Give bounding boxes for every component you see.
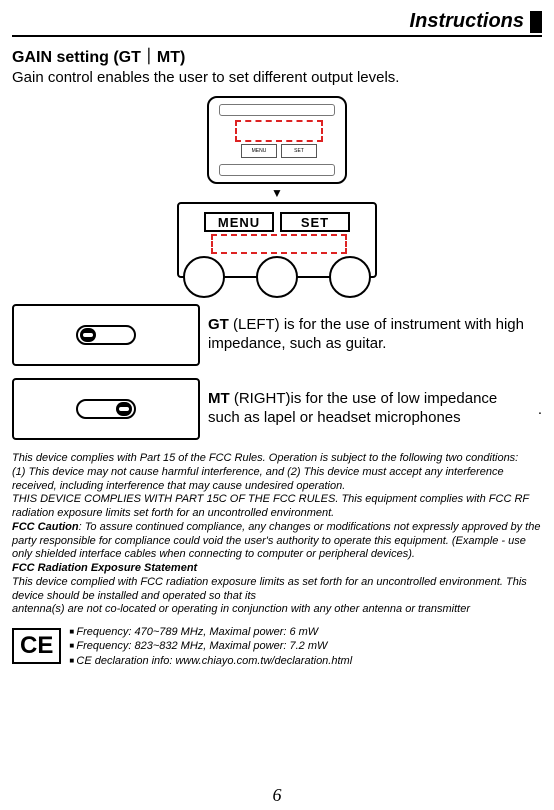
gt-label: GT bbox=[208, 316, 229, 333]
device-buttons: MENU SET bbox=[241, 144, 317, 158]
ce-line2: Frequency: 823~832 MHz, Maximal power: 7… bbox=[69, 639, 352, 653]
device-highlight bbox=[235, 120, 323, 142]
ce-line1: Frequency: 470~789 MHz, Maximal power: 6… bbox=[69, 625, 352, 639]
legal-block: This device complies with Part 15 of the… bbox=[12, 452, 542, 617]
legal-p2: (1) This device may not cause harmful in… bbox=[12, 466, 542, 494]
arc-mid bbox=[256, 256, 298, 298]
zoom-btn-set: SET bbox=[280, 212, 350, 232]
legal-caution-label: FCC Caution bbox=[12, 521, 79, 533]
device-diagram: MENU SET bbox=[207, 96, 347, 184]
gt-row: GT (LEFT) is for the use of instrument w… bbox=[12, 304, 542, 366]
page-header: Instructions bbox=[12, 10, 542, 37]
ce-badge: CE bbox=[12, 628, 61, 664]
zoom-diagram: MENU SET bbox=[177, 202, 377, 278]
mt-switch-diagram bbox=[12, 378, 200, 440]
arc-right bbox=[329, 256, 371, 298]
device-bottom-bar bbox=[219, 164, 335, 176]
legal-exposure-label: FCC Radiation Exposure Statement bbox=[12, 562, 542, 576]
legal-exposure-text: This device complied with FCC radiation … bbox=[12, 576, 542, 604]
gt-switch-diagram bbox=[12, 304, 200, 366]
header-tab bbox=[530, 11, 542, 33]
mt-trailing-dot: . bbox=[538, 401, 542, 418]
mt-row: MT (RIGHT)is for the use of low impedanc… bbox=[12, 378, 542, 440]
ce-row: CE Frequency: 470~789 MHz, Maximal power… bbox=[12, 625, 542, 668]
page-number: 6 bbox=[0, 785, 554, 806]
arrow-down-icon: ▼ bbox=[271, 186, 283, 200]
mt-text: (RIGHT)is for the use of low impedance s… bbox=[208, 390, 497, 426]
ce-list: Frequency: 470~789 MHz, Maximal power: 6… bbox=[69, 625, 352, 668]
zoom-arcs bbox=[179, 256, 375, 278]
section-intro: Gain control enables the user to set dif… bbox=[12, 69, 542, 86]
mt-description: MT (RIGHT)is for the use of low impedanc… bbox=[208, 390, 530, 428]
section-title: GAIN setting (GT｜MT) bbox=[12, 43, 542, 67]
device-btn-menu: MENU bbox=[241, 144, 277, 158]
legal-caution-text: : To assure continued compliance, any ch… bbox=[12, 521, 540, 561]
arc-left bbox=[183, 256, 225, 298]
gt-description: GT (LEFT) is for the use of instrument w… bbox=[208, 316, 542, 354]
legal-p3: THIS DEVICE COMPLIES WITH PART 15C OF TH… bbox=[12, 493, 542, 521]
zoom-btn-menu: MENU bbox=[204, 212, 274, 232]
diagram-column: MENU SET ▼ MENU SET ▼ bbox=[12, 96, 542, 296]
legal-exposure-text2: antenna(s) are not co-located or operati… bbox=[12, 603, 542, 617]
device-top-bar bbox=[219, 104, 335, 116]
legal-p1: This device complies with Part 15 of the… bbox=[12, 452, 542, 466]
device-btn-set: SET bbox=[281, 144, 317, 158]
gt-text: (LEFT) is for the use of instrument with… bbox=[208, 316, 524, 352]
legal-caution: FCC Caution: To assure continued complia… bbox=[12, 521, 542, 562]
mt-label: MT bbox=[208, 390, 230, 407]
ce-line3: CE declaration info: www.chiayo.com.tw/d… bbox=[69, 654, 352, 668]
header-title: Instructions bbox=[410, 10, 524, 33]
zoom-highlight bbox=[211, 234, 347, 254]
